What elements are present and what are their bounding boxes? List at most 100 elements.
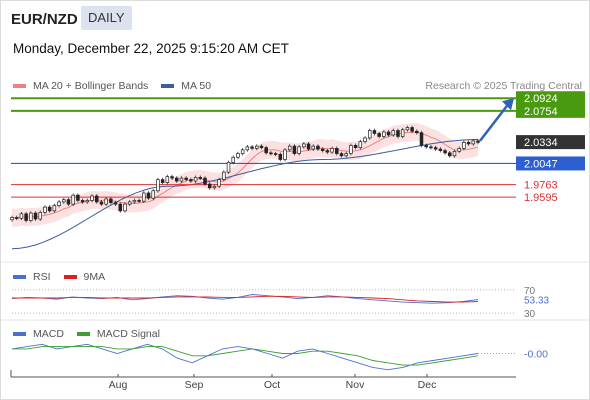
- candle-body: [24, 213, 28, 221]
- candle: [452, 149, 457, 158]
- candle: [85, 198, 90, 204]
- candle: [198, 175, 203, 180]
- candle-body: [47, 206, 52, 212]
- month-label-aug: Aug: [109, 379, 128, 391]
- candle-body: [344, 153, 348, 157]
- candle-body: [377, 133, 381, 137]
- candle-body: [400, 129, 405, 137]
- macd-swatch: [13, 332, 26, 336]
- candle: [410, 125, 414, 134]
- rsi-label-current: 53.33: [524, 296, 549, 307]
- candle-body: [33, 212, 38, 220]
- candle: [396, 128, 400, 139]
- candle-body: [306, 143, 311, 150]
- candle: [57, 200, 61, 208]
- candle-body: [90, 195, 94, 201]
- candle: [19, 211, 24, 221]
- candle-body: [76, 194, 80, 201]
- candle-body: [429, 146, 433, 149]
- candle: [302, 142, 306, 149]
- candle: [240, 147, 245, 156]
- candle-body: [438, 148, 443, 151]
- candle: [287, 144, 292, 152]
- candle-body: [160, 179, 165, 183]
- candle: [419, 130, 424, 148]
- candle: [113, 200, 118, 207]
- candle-body: [335, 148, 339, 154]
- candle: [372, 128, 377, 136]
- macd-series-macd: [11, 343, 479, 371]
- candle-body: [452, 150, 457, 157]
- candle: [316, 144, 320, 151]
- candle: [278, 152, 283, 162]
- level-label-2: 2.0334: [524, 137, 558, 149]
- candle-body: [10, 217, 14, 221]
- candle-body: [264, 147, 268, 154]
- candle-body: [109, 198, 113, 204]
- candle: [339, 151, 344, 158]
- candle: [245, 145, 250, 152]
- candle-body: [29, 212, 33, 221]
- main-legend: MA 20 + Bollinger Bands MA 50: [13, 80, 211, 92]
- candle-body: [349, 145, 353, 154]
- candle-body: [174, 177, 179, 182]
- period-badge[interactable]: DAILY: [81, 6, 132, 30]
- candle: [99, 200, 104, 207]
- candle: [363, 136, 367, 144]
- candle-body: [283, 149, 287, 160]
- candle-body: [127, 201, 132, 205]
- candle: [222, 170, 226, 182]
- level-label-5: 1.9595: [524, 192, 558, 204]
- candle-body: [165, 176, 170, 183]
- candle-body: [80, 200, 85, 203]
- candle-body: [94, 195, 99, 203]
- candle: [429, 145, 433, 150]
- candle-body: [320, 148, 325, 151]
- candle-body: [367, 130, 372, 139]
- candle: [433, 145, 438, 151]
- level-box-2: [516, 135, 585, 150]
- candle-body: [245, 146, 250, 151]
- candle-body: [386, 131, 391, 136]
- candle-body: [405, 127, 410, 131]
- candle: [47, 205, 52, 213]
- candle: [226, 160, 231, 175]
- candle: [90, 194, 94, 203]
- candle: [94, 194, 99, 204]
- macd-legend-label: MACD: [33, 328, 64, 340]
- candle: [189, 177, 193, 183]
- candle: [14, 215, 19, 221]
- candle-body: [269, 152, 273, 155]
- candle-body: [302, 143, 306, 148]
- ma50-swatch: [161, 84, 175, 88]
- candle-body: [193, 177, 198, 182]
- timestamp: Monday, December 22, 2025 9:15:20 AM CET: [13, 41, 289, 56]
- candle-body: [278, 153, 283, 160]
- candle: [283, 147, 287, 162]
- candle-body: [396, 130, 400, 137]
- candle: [156, 177, 160, 193]
- candle: [255, 144, 259, 151]
- candle-body: [240, 149, 245, 154]
- rsi-legend-label: RSI: [33, 271, 51, 283]
- candle: [259, 144, 264, 150]
- candle: [123, 202, 127, 213]
- month-label-nov: Nov: [346, 379, 365, 391]
- candle: [174, 176, 179, 183]
- candle-body: [419, 132, 424, 146]
- candle: [146, 191, 151, 201]
- level-label-0: 2.0924: [524, 93, 558, 105]
- candle: [466, 140, 471, 146]
- candle-body: [382, 131, 386, 137]
- candle: [367, 128, 372, 140]
- candle-body: [462, 142, 466, 149]
- macd-legend: MACD MACD Signal: [13, 328, 160, 340]
- candle: [358, 139, 363, 150]
- candle: [203, 176, 207, 186]
- candle: [127, 200, 132, 207]
- candle-body: [358, 141, 363, 148]
- candle: [118, 202, 123, 213]
- candle: [179, 176, 184, 183]
- candle-body: [466, 142, 471, 145]
- candle: [76, 193, 80, 203]
